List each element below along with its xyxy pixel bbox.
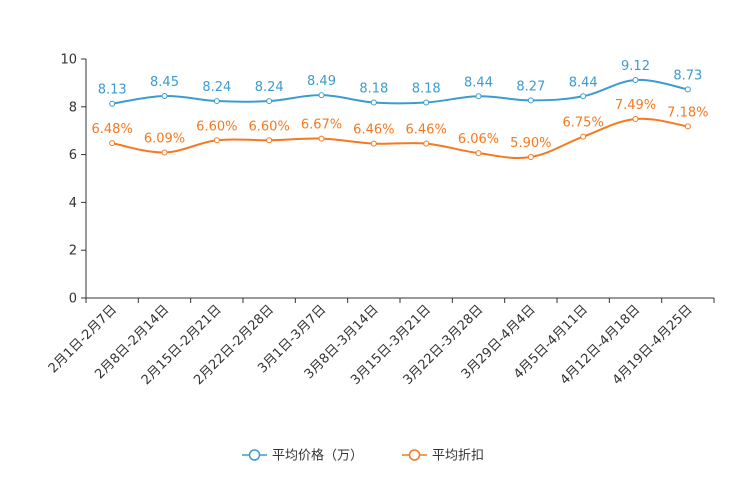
series-line [112,79,689,105]
chart-legend[interactable]: 平均价格（万） 平均折扣 [242,448,484,464]
data-point[interactable] [370,140,377,147]
data-point[interactable] [266,98,273,105]
data-label: 7.49% [615,98,656,113]
data-label: 8.49 [307,74,336,89]
y-tick-label: 10 [60,53,77,68]
legend-marker-icon [248,449,261,461]
data-label: 6.09% [144,131,185,146]
data-label: 8.45 [150,75,179,90]
data-point[interactable] [161,149,168,156]
data-point[interactable] [423,99,430,106]
data-label: 6.46% [406,123,447,138]
legend-label: 平均折扣 [432,449,484,464]
data-label: 6.60% [249,119,290,134]
data-label: 6.67% [301,118,342,133]
legend-label: 平均价格（万） [272,448,363,464]
series-line [111,117,688,159]
legend-marker-icon [408,449,421,461]
data-label: 6.75% [563,116,604,131]
data-label: 8.44 [569,75,598,90]
data-label: 7.18% [667,105,708,120]
data-point[interactable] [527,153,534,160]
y-tick-label: 6 [69,148,77,163]
data-point[interactable] [475,150,482,157]
data-point[interactable] [632,115,639,122]
data-label: 8.27 [516,79,545,94]
data-label: 8.24 [202,80,231,95]
data-label: 8.13 [98,83,127,98]
y-tick-label: 0 [69,292,77,307]
data-point[interactable] [370,99,377,106]
data-label: 8.18 [359,81,388,96]
data-point[interactable] [318,92,325,99]
series-group: 8.13 8.45 8.24 8.24 8.49 8.18 8.18 8.44 8.27 8.44… [98,59,702,107]
y-tick-label: 8 [69,100,77,115]
data-label: 6.48% [92,122,133,137]
data-label: 6.60% [196,119,237,134]
data-point[interactable] [318,135,325,142]
legend-item[interactable]: 平均价格（万） [242,448,363,464]
data-label: 9.12 [621,59,650,74]
data-label: 8.18 [412,81,441,96]
data-point[interactable] [475,93,482,100]
data-label: 8.73 [673,68,702,83]
y-tick-label: 4 [69,196,77,211]
data-point[interactable] [161,93,168,100]
data-point[interactable] [423,140,430,147]
y-tick-label: 2 [69,244,77,259]
data-label: 6.06% [458,132,499,147]
data-point[interactable] [109,140,116,147]
data-point[interactable] [109,100,116,107]
legend-item[interactable]: 平均折扣 [402,449,484,464]
chart-series: 8.13 8.45 8.24 8.24 8.49 8.18 8.18 8.44 8.27 8.44… [92,59,708,160]
data-label: 5.90% [510,136,551,151]
data-point[interactable] [266,137,273,144]
data-label: 6.46% [353,123,394,138]
data-label: 8.44 [464,75,493,90]
series-group: 6.48% 6.09% 6.60% 6.60% 6.67% 6.46% 6.46% 6.06%… [92,98,708,160]
data-point[interactable] [632,77,639,84]
data-point[interactable] [684,123,691,130]
data-point[interactable] [213,137,220,144]
data-point[interactable] [580,93,587,100]
data-point[interactable] [684,86,691,93]
data-label: 8.24 [255,80,284,95]
data-point[interactable] [580,133,587,140]
data-point[interactable] [213,98,220,105]
data-point[interactable] [527,97,534,104]
